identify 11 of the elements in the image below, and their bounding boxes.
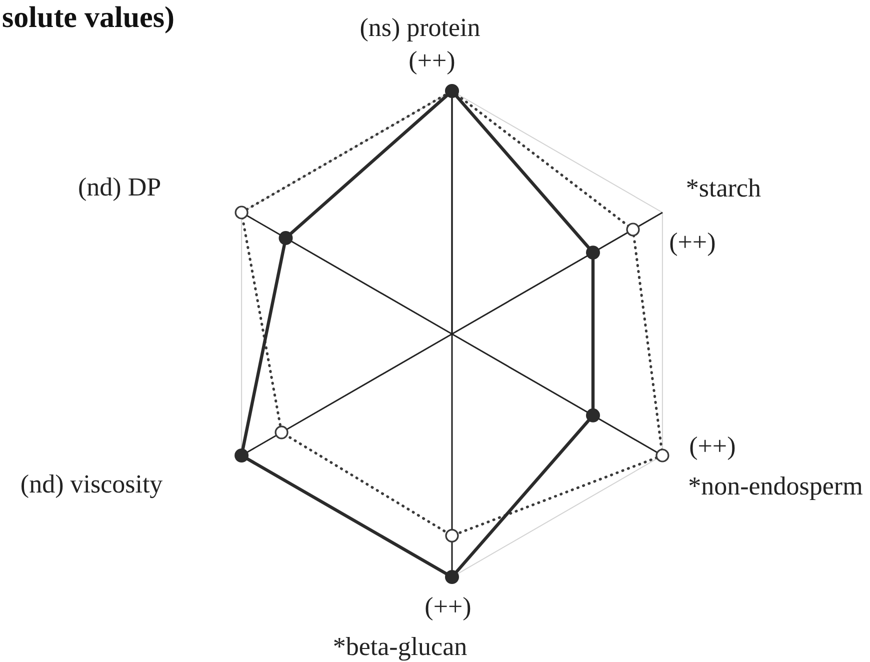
text: (++): [669, 227, 716, 256]
chart-title: solute values): [2, 0, 174, 36]
spoke-label: (ns) protein: [360, 13, 480, 42]
text: (++): [408, 46, 456, 74]
text: (++): [424, 592, 472, 620]
spoke-label: (nd) viscosity: [20, 470, 163, 499]
spoke-label: *starch: [686, 174, 761, 203]
spoke-label: (nd) DP: [78, 172, 162, 202]
spoke-label: *non-endosperm: [688, 472, 863, 501]
spoke-label: *beta-glucan: [332, 632, 468, 662]
text: (++): [689, 431, 736, 460]
